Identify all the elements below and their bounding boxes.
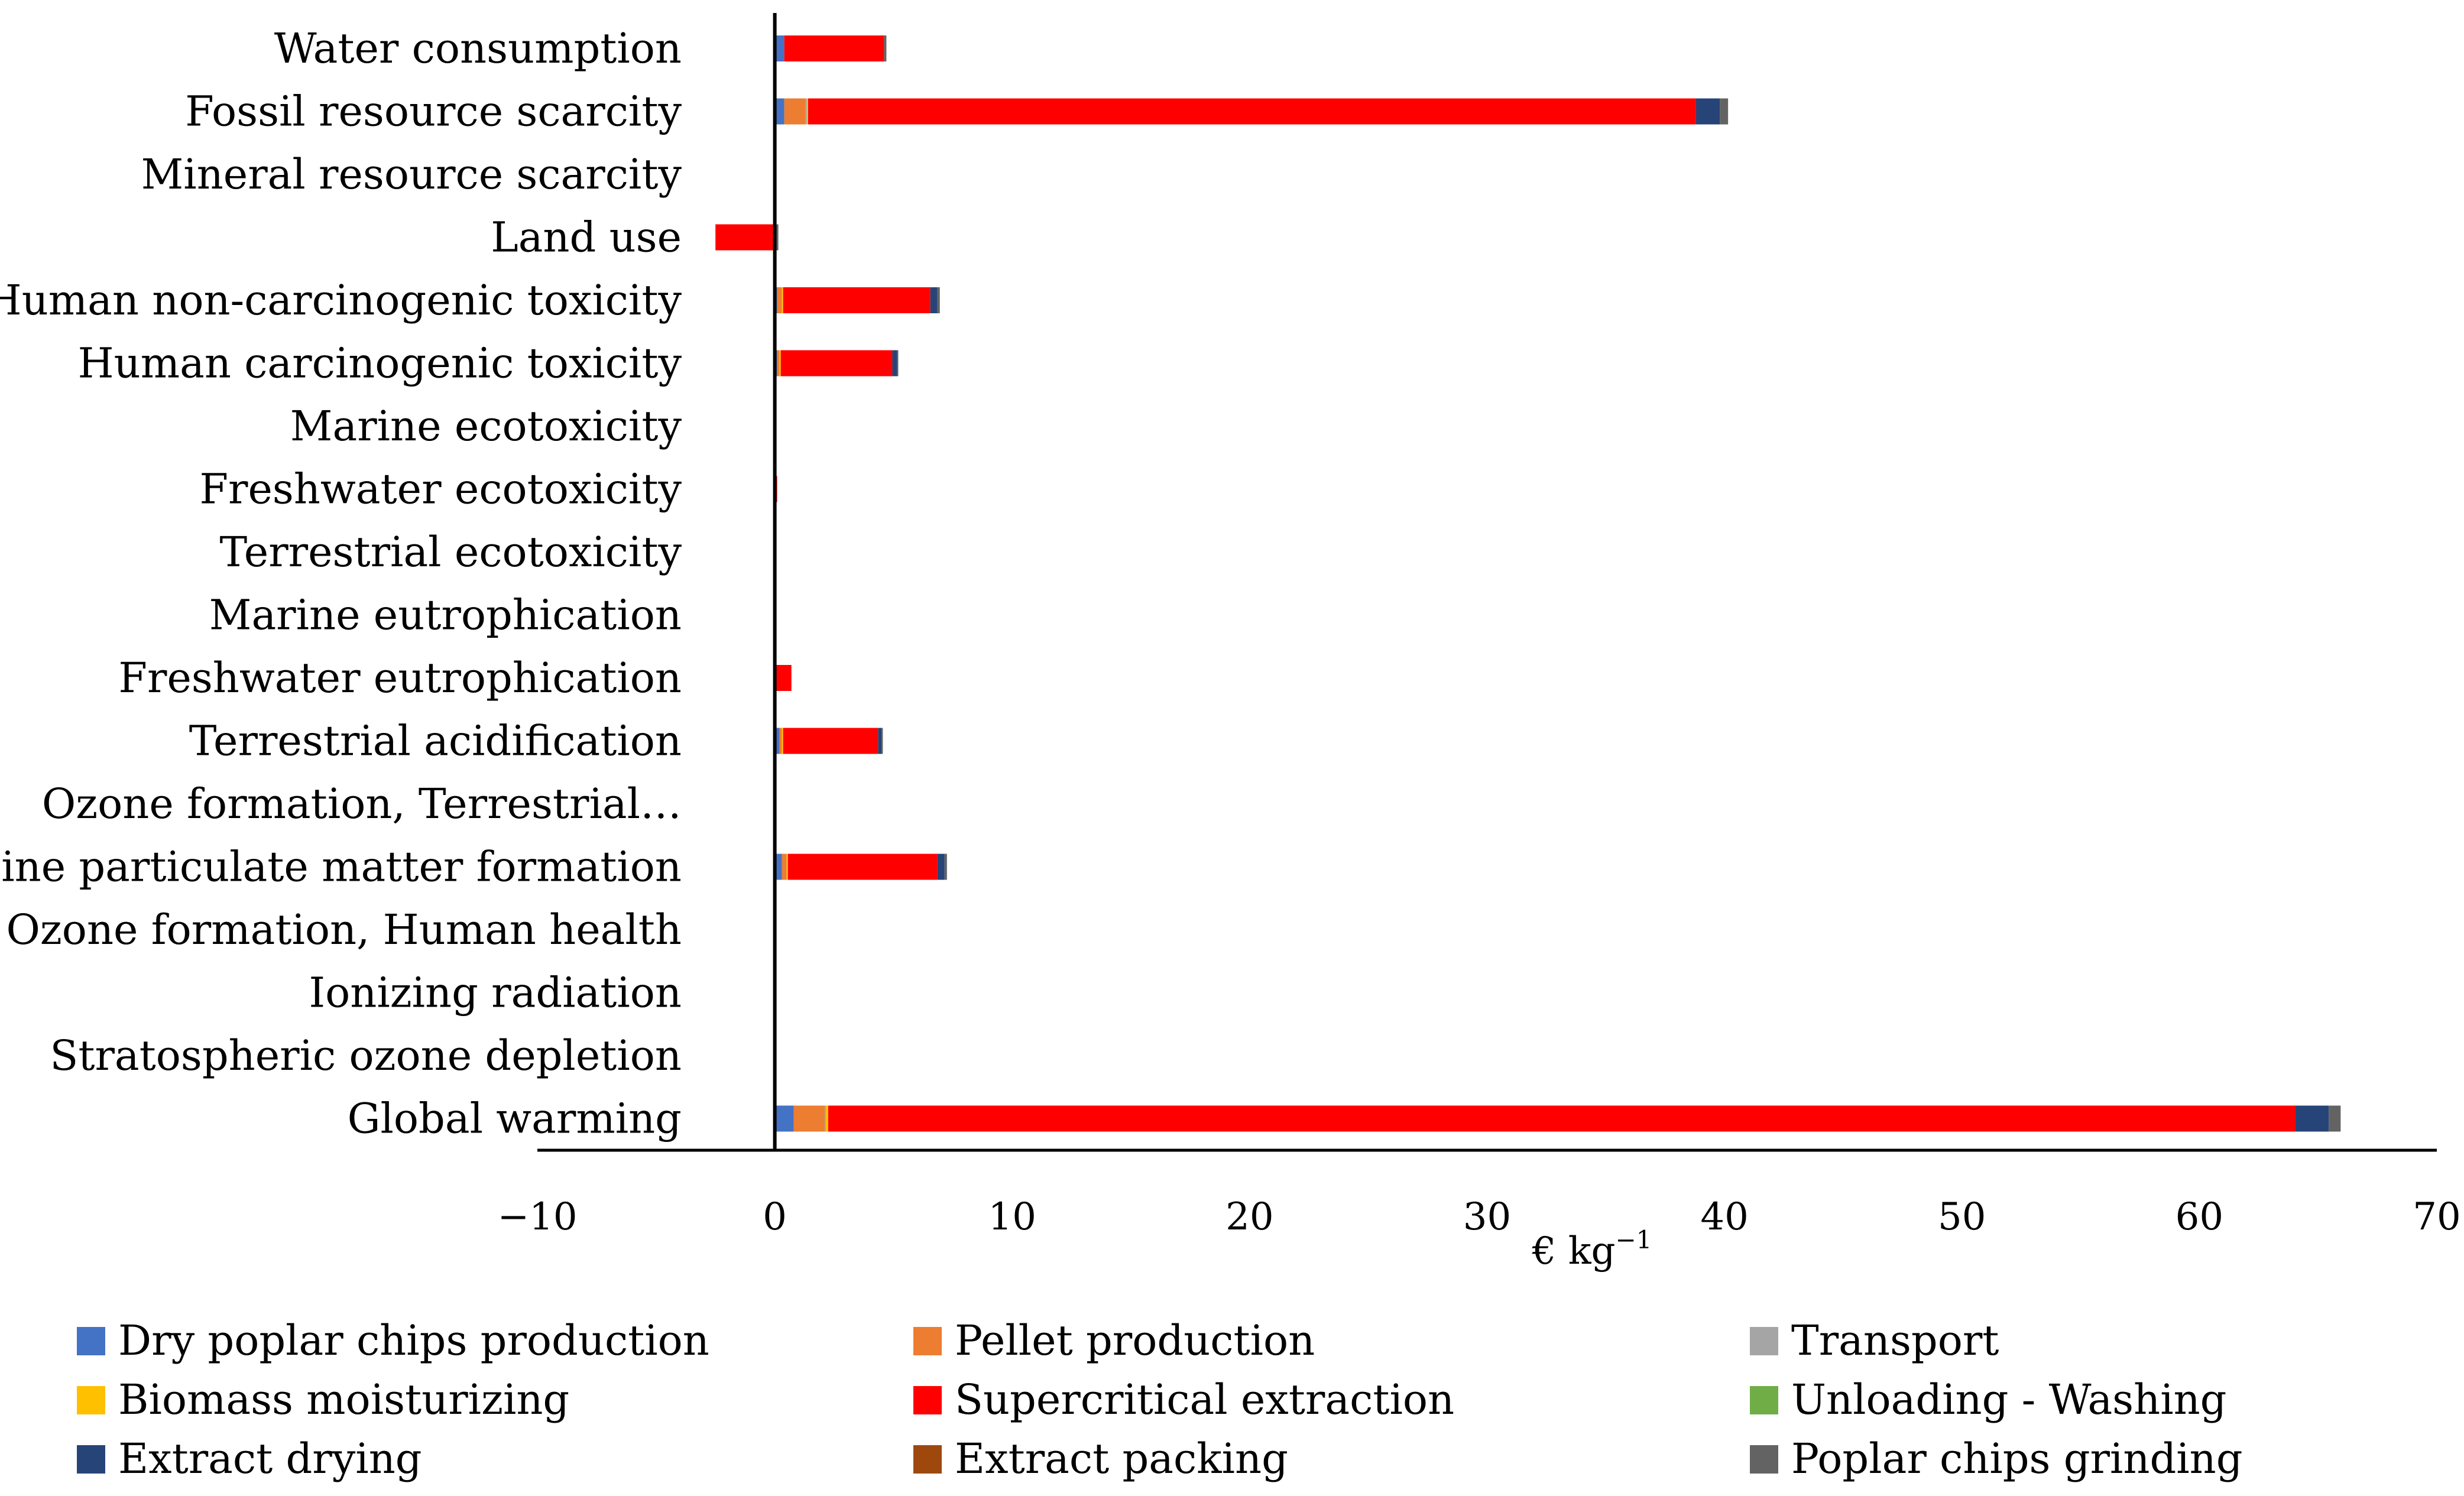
bar-segment xyxy=(779,350,781,377)
x-tick-labels: −10 0 10 20 30 40 50 60 70 xyxy=(497,1195,2460,1239)
bar-segment xyxy=(884,35,887,61)
bar-segment xyxy=(2296,1105,2329,1132)
bar-segment xyxy=(824,1105,826,1132)
bar-segment xyxy=(783,287,931,313)
bar-segment xyxy=(881,728,883,754)
category-label: Freshwater eutrophication xyxy=(118,654,682,702)
bar-segment xyxy=(808,98,1696,125)
legend-label: Unloading - Washing xyxy=(1791,1375,2226,1424)
bar-segment xyxy=(774,224,779,251)
x-tick-label: 50 xyxy=(1938,1195,1986,1239)
category-label: Fossil resource scarcity xyxy=(185,87,682,136)
bar-segment xyxy=(786,854,788,880)
category-label: Marine ecotoxicity xyxy=(290,402,682,450)
bar-segment xyxy=(784,35,884,61)
bar-segment xyxy=(715,224,775,251)
legend-label: Supercritical extraction xyxy=(955,1375,1454,1424)
legend-label: Transport xyxy=(1791,1316,1999,1365)
legend-label: Pellet production xyxy=(955,1316,1315,1365)
bar-segment xyxy=(777,350,780,377)
bar-segment xyxy=(776,665,792,691)
bar-segment xyxy=(782,854,787,880)
x-tick-label: 20 xyxy=(1225,1195,1273,1239)
category-label: Ozone formation, Terrestrial… xyxy=(42,780,682,828)
legend-label: Extract drying xyxy=(118,1435,422,1483)
x-tick-label: 60 xyxy=(2176,1195,2223,1239)
bar-segment xyxy=(2329,1105,2341,1132)
category-label: Human carcinogenic toxicity xyxy=(78,339,682,388)
bar-segment xyxy=(793,1105,825,1132)
bar-segment xyxy=(774,98,784,125)
legend-swatch xyxy=(1750,1327,1778,1355)
category-label: Stratospheric ozone depletion xyxy=(50,1031,682,1080)
legend-label: Poplar chips grinding xyxy=(1791,1435,2243,1483)
legend-swatch xyxy=(913,1386,942,1414)
x-tick-label: 70 xyxy=(2413,1195,2460,1239)
x-tick-label: −10 xyxy=(497,1195,577,1239)
category-label: Marine eutrophication xyxy=(209,591,682,640)
legend-label: Dry poplar chips production xyxy=(118,1316,709,1365)
bar-segment xyxy=(787,854,938,880)
category-label: Terrestrial ecotoxicity xyxy=(220,528,682,576)
category-label: Freshwater ecotoxicity xyxy=(199,465,682,514)
bar-segment xyxy=(937,854,945,880)
category-labels: Water consumption Fossil resource scarcit… xyxy=(0,24,682,1143)
bars-layer xyxy=(715,35,2341,1132)
bar-segment xyxy=(774,35,784,61)
x-tick-label: 10 xyxy=(988,1195,1036,1239)
x-tick-label: 40 xyxy=(1700,1195,1748,1239)
bar-segment xyxy=(930,287,938,313)
category-label: Fine particulate matter formation xyxy=(0,843,682,891)
x-axis-title: € kg−1 xyxy=(1532,1225,1652,1273)
legend-swatch xyxy=(77,1327,105,1355)
bar-segment xyxy=(784,98,806,125)
bar-segment xyxy=(805,98,807,125)
bar-segment xyxy=(780,350,893,377)
category-label: Terrestrial acidification xyxy=(189,717,682,765)
bar-segment xyxy=(779,728,782,754)
legend-swatch xyxy=(77,1445,105,1474)
category-label: Ozone formation, Human health xyxy=(7,906,682,954)
bar-segment xyxy=(878,728,882,754)
bar-segment xyxy=(897,350,899,377)
category-label: Ionizing radiation xyxy=(309,969,682,1017)
bar-segment xyxy=(774,854,782,880)
legend: Dry poplar chips production Pellet produc… xyxy=(77,1316,2243,1483)
bar-segment xyxy=(777,287,782,313)
category-label: Global warming xyxy=(348,1095,682,1143)
category-label: Water consumption xyxy=(274,24,682,73)
bar-segment xyxy=(825,1105,828,1132)
category-label: Mineral resource scarcity xyxy=(141,150,682,199)
bar-segment xyxy=(774,728,780,754)
legend-swatch xyxy=(913,1327,942,1355)
category-label: Land use xyxy=(491,213,682,262)
bar-segment xyxy=(806,98,808,125)
category-label: Human non-carcinogenic toxicity xyxy=(0,276,682,324)
x-axis-title-superscript: −1 xyxy=(1615,1225,1652,1254)
legend-swatch xyxy=(1750,1445,1778,1474)
legend-swatch xyxy=(913,1445,942,1474)
legend-swatch xyxy=(77,1386,105,1414)
bar-segment xyxy=(1720,98,1729,125)
bar-segment xyxy=(944,854,947,880)
legend-label: Extract packing xyxy=(955,1435,1288,1483)
bar-segment xyxy=(937,287,940,313)
x-tick-label: 0 xyxy=(763,1195,787,1239)
x-axis-title-main: € kg xyxy=(1532,1229,1616,1273)
legend-swatch xyxy=(1750,1386,1778,1414)
bar-segment xyxy=(782,728,783,754)
bar-segment xyxy=(828,1105,2296,1132)
x-tick-label: 30 xyxy=(1463,1195,1511,1239)
bar-segment xyxy=(892,350,897,377)
bar-segment xyxy=(783,728,878,754)
legend-label: Biomass moisturizing xyxy=(118,1375,569,1424)
bar-segment xyxy=(782,287,783,313)
bar-segment xyxy=(774,1105,794,1132)
bar-segment xyxy=(1695,98,1720,125)
